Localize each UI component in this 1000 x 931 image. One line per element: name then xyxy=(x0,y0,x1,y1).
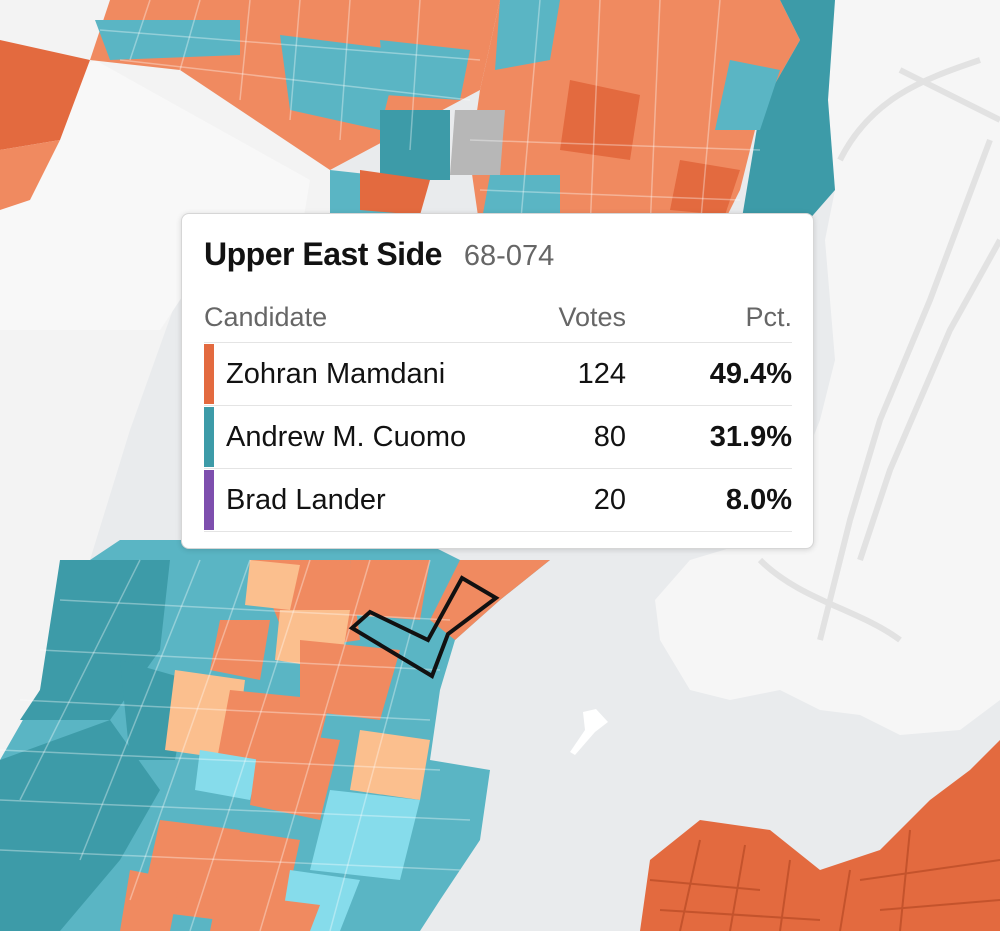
candidate-votes: 20 xyxy=(593,483,626,516)
candidate-color-swatch xyxy=(204,470,214,530)
precinct-tooltip: Upper East Side 68-074 Candidate Votes P… xyxy=(181,213,814,549)
table-row: Zohran Mamdani 124 49.4% xyxy=(204,343,792,406)
candidate-color-swatch xyxy=(204,407,214,467)
results-table: Candidate Votes Pct. Zohran Mamdani 124 … xyxy=(204,292,792,532)
table-row: Brad Lander 20 8.0% xyxy=(204,469,792,532)
candidate-pct: 8.0% xyxy=(725,483,792,516)
neighborhood-name: Upper East Side xyxy=(204,236,442,272)
pct-column-header: Pct. xyxy=(745,301,792,332)
candidate-votes: 124 xyxy=(577,357,626,390)
table-row: Andrew M. Cuomo 80 31.9% xyxy=(204,406,792,469)
candidate-column-header: Candidate xyxy=(204,301,328,332)
candidate-pct: 49.4% xyxy=(709,357,792,390)
precinct-code: 68-074 xyxy=(463,240,555,272)
queens-grid xyxy=(649,829,1000,931)
precincts-south xyxy=(0,540,550,931)
candidate-votes: 80 xyxy=(593,420,626,453)
randalls-island-roads xyxy=(757,57,1000,643)
precinct-lines-north xyxy=(99,0,761,231)
precinct-lines-south xyxy=(0,559,471,931)
candidate-name: Brad Lander xyxy=(226,483,386,516)
queens-land xyxy=(640,740,1000,931)
selected-precinct-outline xyxy=(348,575,500,679)
candidate-pct: 31.9% xyxy=(709,420,792,453)
park-area xyxy=(0,60,310,330)
candidate-color-swatch xyxy=(204,344,214,404)
mill-rock-island xyxy=(570,709,608,755)
randalls-island-land xyxy=(655,0,1000,735)
table-header-row: Candidate Votes Pct. xyxy=(204,292,792,343)
tooltip-header: Upper East Side 68-074 xyxy=(204,236,791,280)
votes-column-header: Votes xyxy=(558,301,626,332)
precincts-north xyxy=(0,0,835,230)
candidate-name: Andrew M. Cuomo xyxy=(226,420,467,453)
candidate-name: Zohran Mamdani xyxy=(226,357,446,390)
